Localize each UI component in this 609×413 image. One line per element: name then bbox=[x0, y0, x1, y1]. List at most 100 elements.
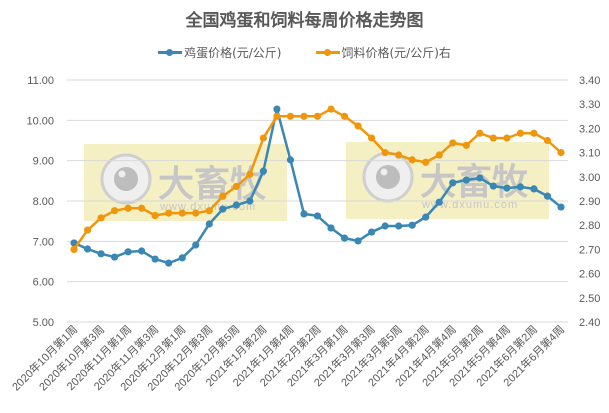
data-point[interactable] bbox=[313, 212, 322, 220]
data-point[interactable] bbox=[489, 182, 497, 190]
right-axis-tick: 3.00 bbox=[579, 172, 600, 184]
data-point[interactable] bbox=[503, 134, 511, 142]
data-point[interactable] bbox=[232, 201, 240, 209]
data-point[interactable] bbox=[246, 170, 254, 178]
legend-item-feed: 饲料价格(元/公斤)右 bbox=[315, 44, 451, 61]
data-point[interactable] bbox=[273, 112, 281, 120]
legend-swatch-feed-icon bbox=[315, 48, 340, 56]
data-point[interactable] bbox=[138, 204, 146, 212]
data-point[interactable] bbox=[151, 255, 159, 263]
data-point[interactable] bbox=[232, 182, 240, 191]
left-axis-tick: 8.00 bbox=[33, 196, 54, 208]
data-point[interactable] bbox=[327, 105, 335, 113]
data-point[interactable] bbox=[313, 112, 322, 120]
series-egg bbox=[70, 105, 565, 267]
data-point[interactable] bbox=[70, 245, 78, 253]
data-point[interactable] bbox=[516, 129, 525, 137]
svg-text:大畜牧: 大畜牧 bbox=[158, 163, 267, 204]
right-axis-tick: 2.60 bbox=[579, 269, 600, 281]
data-point[interactable] bbox=[246, 197, 254, 205]
data-point[interactable] bbox=[368, 228, 376, 236]
data-point[interactable] bbox=[219, 205, 227, 213]
data-point[interactable] bbox=[110, 207, 119, 215]
data-point[interactable] bbox=[286, 156, 295, 164]
data-point[interactable] bbox=[516, 183, 525, 191]
left-axis-tick: 6.00 bbox=[33, 277, 54, 289]
data-point[interactable] bbox=[205, 207, 213, 215]
right-axis-tick: 2.50 bbox=[579, 293, 600, 305]
data-point[interactable] bbox=[83, 226, 92, 234]
data-point[interactable] bbox=[435, 151, 443, 159]
data-point[interactable] bbox=[83, 245, 92, 253]
chart-title: 全国鸡蛋和饲料每周价格走势图 bbox=[185, 11, 424, 31]
data-point[interactable] bbox=[178, 209, 186, 217]
right-axis-tick: 2.80 bbox=[579, 220, 600, 232]
svg-text:www.dxumu.com: www.dxumu.com bbox=[421, 199, 518, 211]
right-axis-tick: 3.30 bbox=[579, 99, 600, 111]
data-point[interactable] bbox=[300, 210, 308, 218]
data-point[interactable] bbox=[205, 220, 213, 228]
data-point[interactable] bbox=[395, 151, 403, 159]
data-point[interactable] bbox=[543, 192, 552, 200]
right-axis-tick: 2.70 bbox=[579, 244, 600, 256]
data-point[interactable] bbox=[192, 241, 200, 249]
data-point[interactable] bbox=[530, 185, 538, 193]
data-point[interactable] bbox=[408, 221, 416, 229]
legend-swatch-egg-icon bbox=[158, 48, 183, 56]
data-point[interactable] bbox=[422, 213, 430, 221]
data-point[interactable] bbox=[381, 149, 389, 157]
data-point[interactable] bbox=[476, 174, 484, 182]
data-point[interactable] bbox=[124, 248, 132, 256]
data-point[interactable] bbox=[395, 222, 403, 230]
data-point[interactable] bbox=[462, 141, 470, 149]
data-point[interactable] bbox=[327, 224, 335, 232]
data-point[interactable] bbox=[300, 112, 308, 120]
svg-text:大畜牧: 大畜牧 bbox=[420, 161, 529, 202]
data-point[interactable] bbox=[476, 129, 484, 137]
data-point[interactable] bbox=[151, 211, 159, 220]
data-point[interactable] bbox=[381, 222, 389, 230]
data-point[interactable] bbox=[138, 247, 146, 255]
left-axis-tick: 11.00 bbox=[27, 75, 54, 87]
data-point[interactable] bbox=[259, 167, 267, 175]
legend-label-egg: 鸡蛋价格(元/公斤) bbox=[184, 46, 282, 60]
data-point[interactable] bbox=[408, 156, 416, 164]
data-point[interactable] bbox=[449, 179, 457, 187]
data-point[interactable] bbox=[462, 176, 470, 184]
data-point[interactable] bbox=[219, 192, 227, 200]
data-point[interactable] bbox=[543, 136, 552, 145]
data-point[interactable] bbox=[557, 149, 565, 157]
data-point[interactable] bbox=[354, 122, 362, 130]
data-point[interactable] bbox=[503, 184, 511, 192]
data-point[interactable] bbox=[354, 237, 362, 245]
data-point[interactable] bbox=[286, 112, 295, 120]
data-point[interactable] bbox=[530, 129, 538, 137]
data-point[interactable] bbox=[259, 134, 267, 142]
legend-item-egg: 鸡蛋价格(元/公斤) bbox=[158, 44, 282, 61]
data-point[interactable] bbox=[124, 204, 132, 212]
data-point[interactable] bbox=[273, 105, 281, 113]
data-point[interactable] bbox=[165, 259, 173, 267]
data-point[interactable] bbox=[557, 203, 565, 211]
data-point[interactable] bbox=[192, 209, 200, 217]
data-point[interactable] bbox=[422, 158, 430, 166]
data-point[interactable] bbox=[97, 250, 105, 258]
data-point[interactable] bbox=[165, 209, 173, 217]
data-point[interactable] bbox=[178, 254, 186, 262]
data-point[interactable] bbox=[449, 139, 457, 147]
data-point[interactable] bbox=[340, 234, 349, 242]
left-axis-tick: 5.00 bbox=[33, 317, 54, 329]
right-axis-tick: 3.10 bbox=[579, 148, 600, 160]
left-axis-tick: 7.00 bbox=[33, 236, 54, 248]
right-axis-tick: 3.40 bbox=[579, 75, 600, 87]
data-point[interactable] bbox=[340, 112, 349, 120]
data-point[interactable] bbox=[368, 134, 376, 142]
data-point[interactable] bbox=[435, 198, 443, 206]
data-point[interactable] bbox=[110, 253, 119, 261]
data-point[interactable] bbox=[97, 214, 105, 222]
data-point[interactable] bbox=[489, 134, 497, 142]
